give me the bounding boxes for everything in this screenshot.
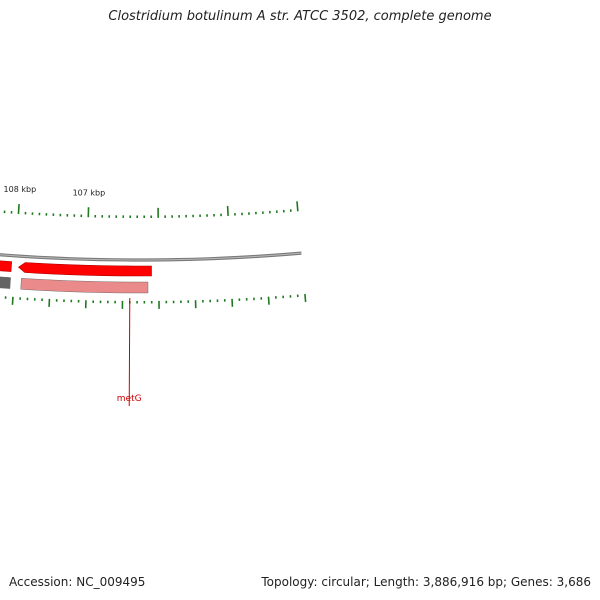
gene-label: metG — [117, 394, 142, 404]
inner-scale-tick — [17, 203, 20, 215]
genome-summary-text: Topology: circular; Length: 3,886,916 bp… — [261, 575, 591, 589]
outer-tick-mark — [304, 293, 307, 302]
outer-tick-mark — [11, 296, 14, 305]
genome-backbone-highlight — [0, 252, 302, 261]
gene-leader-line — [128, 297, 131, 406]
genome-backbone — [0, 251, 302, 262]
inner-scale-tick — [296, 201, 299, 212]
map-title: Clostridium botulinum A str. ATCC 3502, … — [108, 9, 492, 24]
gene-bar — [20, 278, 149, 294]
accession-text: Accession: NC_009495 — [9, 575, 146, 589]
cds-arrow — [18, 262, 152, 277]
scale-label: 108 kbp — [4, 185, 37, 194]
gene-bar — [0, 276, 11, 289]
cds-arrow — [0, 260, 13, 272]
outer-tick-mark — [267, 296, 270, 305]
scale-label: 107 kbp — [73, 188, 106, 197]
